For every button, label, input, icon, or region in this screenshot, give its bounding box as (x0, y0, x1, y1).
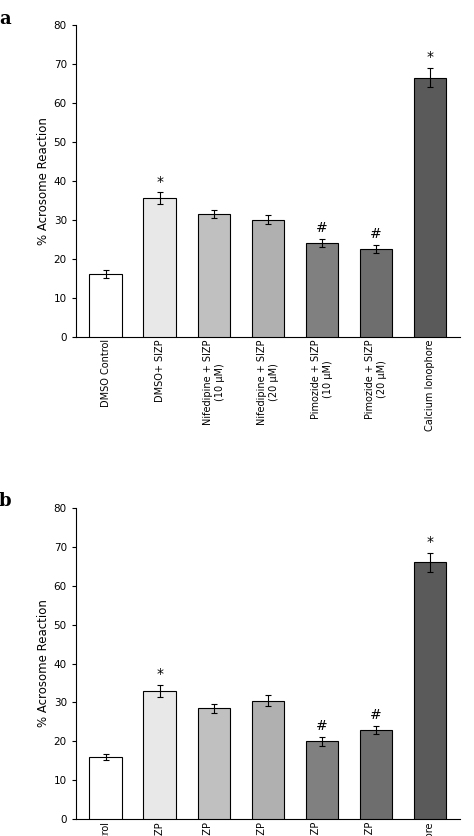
Bar (198, 708, 230, 819)
Text: #: # (370, 708, 382, 722)
Text: *: * (156, 667, 163, 681)
Text: b: b (0, 492, 12, 510)
Text: #: # (370, 227, 382, 241)
Text: *: * (156, 175, 163, 189)
Bar (252, 701, 284, 819)
Text: *: * (427, 50, 434, 64)
Bar (252, 220, 284, 337)
Bar (414, 563, 446, 819)
Text: #: # (316, 222, 328, 235)
Bar (306, 742, 338, 819)
Y-axis label: % Acrosome Reaction: % Acrosome Reaction (36, 599, 49, 727)
Bar (144, 198, 176, 337)
Bar (90, 757, 122, 819)
Bar (306, 243, 338, 337)
Bar (360, 730, 392, 819)
Bar (414, 78, 446, 337)
Text: a: a (0, 9, 11, 28)
Bar (144, 691, 176, 819)
Bar (360, 249, 392, 337)
Bar (198, 214, 230, 337)
Bar (90, 274, 122, 337)
Text: *: * (427, 535, 434, 548)
Y-axis label: % Acrosome Reaction: % Acrosome Reaction (36, 117, 49, 245)
Text: #: # (316, 719, 328, 733)
